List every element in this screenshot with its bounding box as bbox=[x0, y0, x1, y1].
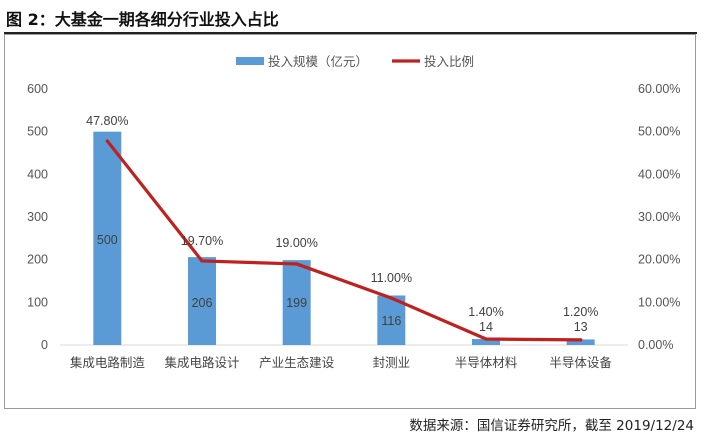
line-point bbox=[200, 259, 204, 263]
bars-layer bbox=[93, 131, 595, 345]
chart-frame bbox=[4, 34, 696, 409]
line-point bbox=[295, 262, 299, 266]
source-note: 数据来源：国信证券研究所，截至 2019/12/24 bbox=[409, 418, 694, 434]
bar bbox=[282, 260, 311, 345]
y-left-tick-label: 300 bbox=[27, 210, 48, 224]
y-left-tick-label: 400 bbox=[27, 167, 48, 181]
bar-data-label: 116 bbox=[381, 314, 401, 328]
y-right-tick-label: 0.00% bbox=[638, 338, 673, 352]
x-tick-label: 封测业 bbox=[373, 355, 411, 370]
bar bbox=[93, 131, 122, 345]
x-tick-label: 集成电路设计 bbox=[164, 355, 239, 370]
x-tick-label: 半导体材料 bbox=[455, 355, 518, 370]
line-data-label: 1.20% bbox=[563, 305, 598, 319]
y-right-tick-label: 30.00% bbox=[638, 210, 680, 224]
y-left-tick-label: 600 bbox=[27, 82, 48, 96]
line-data-label: 47.80% bbox=[86, 114, 128, 128]
y-right-tick-label: 10.00% bbox=[638, 295, 680, 309]
bar-data-label: 13 bbox=[574, 320, 588, 334]
y-right-tick-label: 50.00% bbox=[638, 125, 680, 139]
line-layer bbox=[105, 139, 583, 342]
bar bbox=[188, 257, 216, 345]
legend: 投入规模（亿元） 投入比例 bbox=[236, 54, 474, 69]
line-point bbox=[389, 296, 393, 300]
bar bbox=[472, 339, 500, 345]
legend-line-label: 投入比例 bbox=[424, 54, 474, 69]
line-data-label: 19.70% bbox=[181, 234, 223, 248]
y-left-tick-label: 500 bbox=[27, 125, 48, 139]
legend-bar-label: 投入规模（亿元） bbox=[268, 54, 368, 69]
legend-bar-swatch bbox=[236, 57, 264, 65]
bar-data-label: 199 bbox=[286, 296, 307, 310]
y-left-tick-label: 0 bbox=[41, 338, 48, 352]
caption-rule bbox=[4, 32, 697, 34]
line-data-label: 11.00% bbox=[371, 271, 412, 285]
line-point bbox=[105, 139, 109, 143]
line-series bbox=[105, 139, 583, 342]
y-right-tick-label: 20.00% bbox=[638, 253, 680, 267]
y-right-tick-label: 40.00% bbox=[638, 167, 680, 181]
line-data-label: 1.40% bbox=[468, 305, 503, 319]
x-tick-label: 产业生态建设 bbox=[259, 355, 335, 370]
axes-layer: 0 100 200 300 400 500 600 0.00% 10.00% 20.00% 30.0… bbox=[27, 82, 680, 370]
y-left-tick-label: 200 bbox=[27, 253, 48, 267]
bar-data-label: 206 bbox=[192, 296, 213, 310]
figure-caption: 图 2：大基金一期各细分行业投入占比 bbox=[6, 10, 279, 29]
y-right-tick-label: 60.00% bbox=[638, 82, 680, 96]
x-tick-label: 半导体设备 bbox=[549, 355, 612, 370]
x-tick-label: 集成电路制造 bbox=[70, 355, 146, 370]
line-point bbox=[484, 337, 488, 341]
line-point bbox=[579, 338, 583, 342]
y-left-tick-label: 100 bbox=[27, 295, 48, 309]
bar-data-label: 14 bbox=[479, 320, 493, 334]
line-data-label: 19.00% bbox=[275, 236, 317, 250]
bar bbox=[566, 339, 595, 345]
labels-layer: 500 206 199 116 14 13 47.80% 19.70% 19.00% 11.00%… bbox=[86, 114, 598, 334]
bar-data-label: 500 bbox=[97, 233, 118, 247]
